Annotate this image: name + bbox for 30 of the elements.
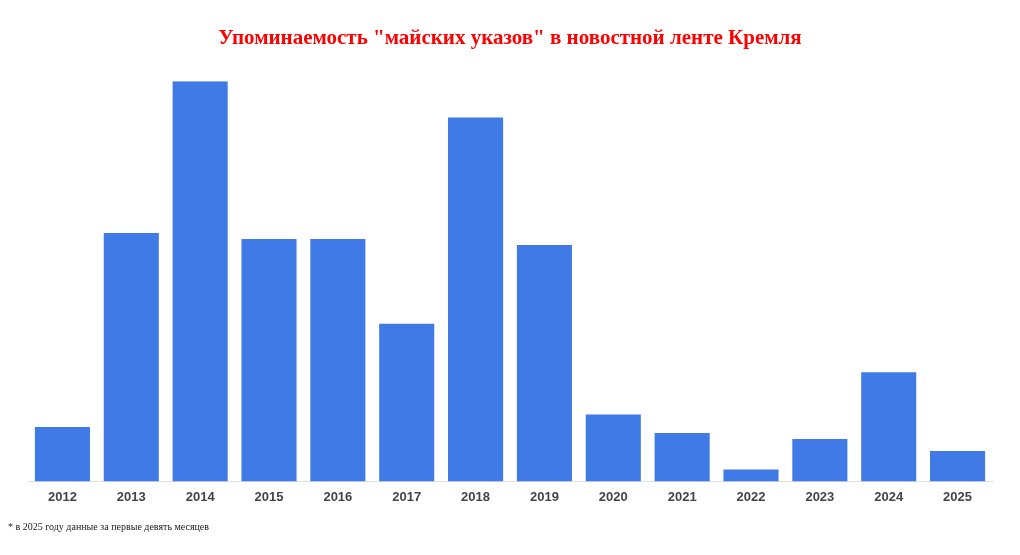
bar (585, 414, 641, 482)
x-tick-label: 2025 (943, 488, 973, 504)
bar (654, 432, 710, 482)
x-tick-label: 2014 (185, 488, 216, 504)
bar (723, 469, 779, 482)
x-tick-label: 2021 (667, 488, 697, 504)
x-tick-label: 2015 (254, 488, 284, 504)
bar (34, 426, 90, 482)
bar (792, 438, 848, 482)
bar (930, 450, 986, 482)
bar (448, 117, 504, 482)
x-tick-label: 2018 (461, 488, 491, 504)
bar (241, 238, 297, 482)
bar (861, 372, 917, 482)
text: * в 2025 году данные за первые девять месяцев (8, 521, 211, 532)
bar (516, 244, 572, 482)
x-tick-label: 2024 (874, 488, 904, 504)
x-tick-label: 2012 (47, 488, 77, 504)
x-tick-label: 2022 (736, 488, 766, 504)
x-tick-label: 2020 (598, 488, 628, 504)
bar (310, 238, 366, 482)
x-tick-label: 2013 (116, 488, 146, 504)
bar (172, 81, 228, 482)
x-tick-label: 2019 (529, 488, 559, 504)
bar (379, 323, 435, 482)
x-tick-label: 2017 (392, 488, 422, 504)
chart-title: Упоминаемость "майских указов" в новостной ленте Кремля (218, 25, 802, 50)
x-tick-label: 2016 (323, 488, 353, 504)
x-tick-label: 2023 (805, 488, 835, 504)
bar (103, 232, 159, 482)
